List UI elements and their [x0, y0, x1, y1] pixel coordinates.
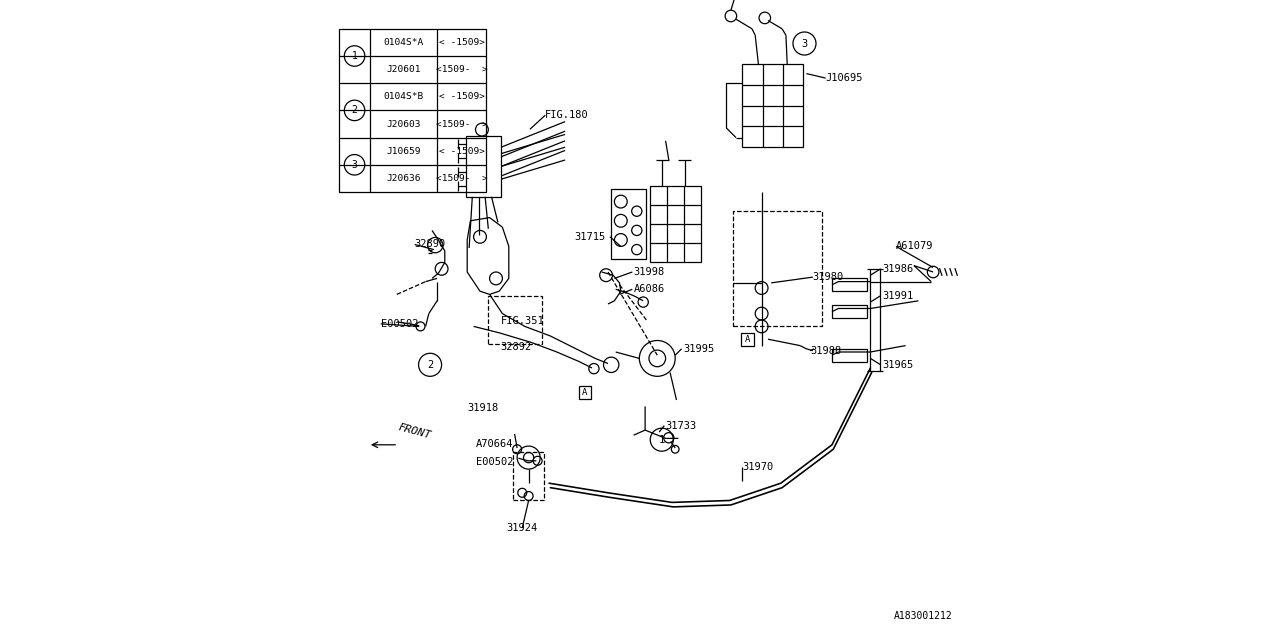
Text: A61079: A61079	[896, 241, 933, 252]
Text: 2: 2	[428, 360, 433, 370]
Bar	[488, 296, 543, 344]
Text: J20636: J20636	[387, 174, 421, 183]
Text: <1509-  >: <1509- >	[436, 120, 488, 129]
Text: 32892: 32892	[500, 342, 531, 352]
Text: 31998: 31998	[634, 267, 664, 277]
Bar	[832, 305, 868, 318]
Text: E00502: E00502	[381, 319, 419, 329]
Text: 31715: 31715	[575, 232, 605, 242]
Text: 0104S*B: 0104S*B	[384, 92, 424, 101]
Text: 32890: 32890	[415, 239, 445, 250]
Text: J10695: J10695	[826, 73, 863, 83]
Text: 31918: 31918	[467, 403, 498, 413]
Text: 31991: 31991	[882, 291, 913, 301]
Bar	[832, 278, 868, 291]
Bar	[741, 333, 754, 346]
Bar	[513, 452, 544, 500]
Text: 31965: 31965	[882, 360, 913, 370]
Text: 31924: 31924	[507, 523, 538, 533]
Text: FIG.351: FIG.351	[500, 316, 544, 326]
Text: J20603: J20603	[387, 120, 421, 129]
Text: A183001212: A183001212	[893, 611, 952, 621]
Text: < -1509>: < -1509>	[439, 92, 485, 101]
Text: 31970: 31970	[742, 462, 773, 472]
Bar	[732, 211, 823, 326]
Bar	[579, 386, 591, 399]
Bar	[742, 64, 804, 147]
Text: FIG.180: FIG.180	[545, 110, 589, 120]
Text: < -1509>: < -1509>	[439, 38, 485, 47]
Text: 3: 3	[352, 160, 357, 170]
Text: A70664: A70664	[476, 438, 513, 449]
Bar	[339, 29, 486, 192]
Text: J20601: J20601	[387, 65, 421, 74]
Text: 31995: 31995	[684, 344, 714, 354]
Bar	[832, 349, 868, 362]
Text: E00502: E00502	[476, 457, 513, 467]
Text: 31980: 31980	[813, 272, 844, 282]
Text: J10659: J10659	[387, 147, 421, 156]
Text: A6086: A6086	[634, 284, 664, 294]
Text: 1: 1	[352, 51, 357, 61]
Bar	[650, 186, 701, 262]
Text: 0104S*A: 0104S*A	[384, 38, 424, 47]
Text: 3: 3	[801, 38, 808, 49]
Text: < -1509>: < -1509>	[439, 147, 485, 156]
Text: 31988: 31988	[810, 346, 841, 356]
Text: FRONT: FRONT	[397, 422, 433, 440]
Text: 31733: 31733	[666, 420, 696, 431]
Bar	[466, 136, 502, 197]
Text: 1: 1	[659, 435, 664, 445]
Text: 31986: 31986	[882, 264, 913, 274]
Text: A: A	[582, 388, 588, 397]
Text: <1509-  >: <1509- >	[436, 174, 488, 183]
Text: 2: 2	[352, 106, 357, 115]
Text: A: A	[745, 335, 750, 344]
Text: <1509-  >: <1509- >	[436, 65, 488, 74]
